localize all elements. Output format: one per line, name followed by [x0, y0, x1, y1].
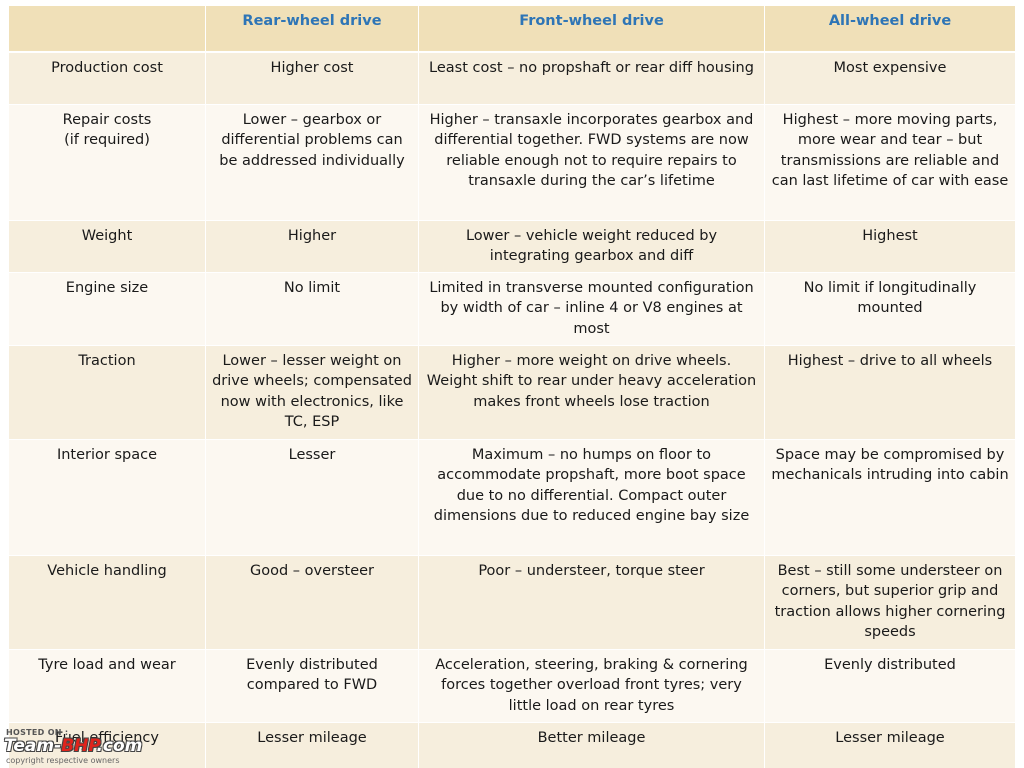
table-row: Tyre load and wear Evenly distributed co… [8, 648, 1015, 723]
table-cell: Lower – lesser weight on drive wheels; c… [205, 344, 419, 440]
table-cell: Higher – transaxle incorporates gearbox … [418, 103, 765, 221]
table-cell: Evenly distributed compared to FWD [205, 648, 419, 723]
row-label-cell: Vehicle handling [8, 554, 206, 650]
table-row: Repair costs (if required) Lower – gearb… [8, 103, 1015, 221]
table-cell: Better mileage [418, 721, 765, 768]
header-cell-awd: All-wheel drive [764, 5, 1015, 53]
table-row: Weight Higher Lower – vehicle weight red… [8, 219, 1015, 273]
table-cell: No limit if longitudinally mounted [764, 271, 1015, 346]
table-cell: Highest – drive to all wheels [764, 344, 1015, 440]
table-cell: Lower – vehicle weight reduced by integr… [418, 219, 765, 273]
row-label-cell: Weight [8, 219, 206, 273]
table-cell: Lesser mileage [205, 721, 419, 768]
table-row: Vehicle handling Good – oversteer Poor –… [8, 554, 1015, 650]
table-cell: Acceleration, steering, braking & corner… [418, 648, 765, 723]
table-row: Production cost Higher cost Least cost –… [8, 51, 1015, 105]
row-label-cell: Interior space [8, 438, 206, 556]
table-cell: Higher [205, 219, 419, 273]
table-cell: Good – oversteer [205, 554, 419, 650]
table-row: Traction Lower – lesser weight on drive … [8, 344, 1015, 440]
table-cell: Limited in transverse mounted configurat… [418, 271, 765, 346]
row-label-cell: Repair costs (if required) [8, 103, 206, 221]
table-cell: Best – still some understeer on corners,… [764, 554, 1015, 650]
header-cell-rwd: Rear-wheel drive [205, 5, 419, 53]
row-label-cell: Tyre load and wear [8, 648, 206, 723]
table-cell: Lower – gearbox or differential problems… [205, 103, 419, 221]
row-label-cell: Traction [8, 344, 206, 440]
header-cell-empty [8, 5, 206, 53]
header-row: Rear-wheel drive Front-wheel drive All-w… [8, 5, 1015, 53]
table-cell: Highest – more moving parts, more wear a… [764, 103, 1015, 221]
row-label-cell: Production cost [8, 51, 206, 105]
table-cell: Higher – more weight on drive wheels. We… [418, 344, 765, 440]
table-cell: Poor – understeer, torque steer [418, 554, 765, 650]
table-cell: Maximum – no humps on floor to accommoda… [418, 438, 765, 556]
table-row: Engine size No limit Limited in transver… [8, 271, 1015, 346]
table-cell: No limit [205, 271, 419, 346]
table-cell: Lesser [205, 438, 419, 556]
table-cell: Space may be compromised by mechanicals … [764, 438, 1015, 556]
row-label-cell: Engine size [8, 271, 206, 346]
drivetrain-comparison-table: Rear-wheel drive Front-wheel drive All-w… [8, 5, 1015, 768]
table-cell: Lesser mileage [764, 721, 1015, 768]
comparison-table-container: Rear-wheel drive Front-wheel drive All-w… [8, 5, 1015, 768]
row-label-cell: Fuel efficiency [8, 721, 206, 768]
table-cell: Evenly distributed [764, 648, 1015, 723]
table-row: Fuel efficiency Lesser mileage Better mi… [8, 721, 1015, 768]
header-cell-fwd: Front-wheel drive [418, 5, 765, 53]
table-cell: Higher cost [205, 51, 419, 105]
table-cell: Highest [764, 219, 1015, 273]
table-cell: Least cost – no propshaft or rear diff h… [418, 51, 765, 105]
table-cell: Most expensive [764, 51, 1015, 105]
table-row: Interior space Lesser Maximum – no humps… [8, 438, 1015, 556]
